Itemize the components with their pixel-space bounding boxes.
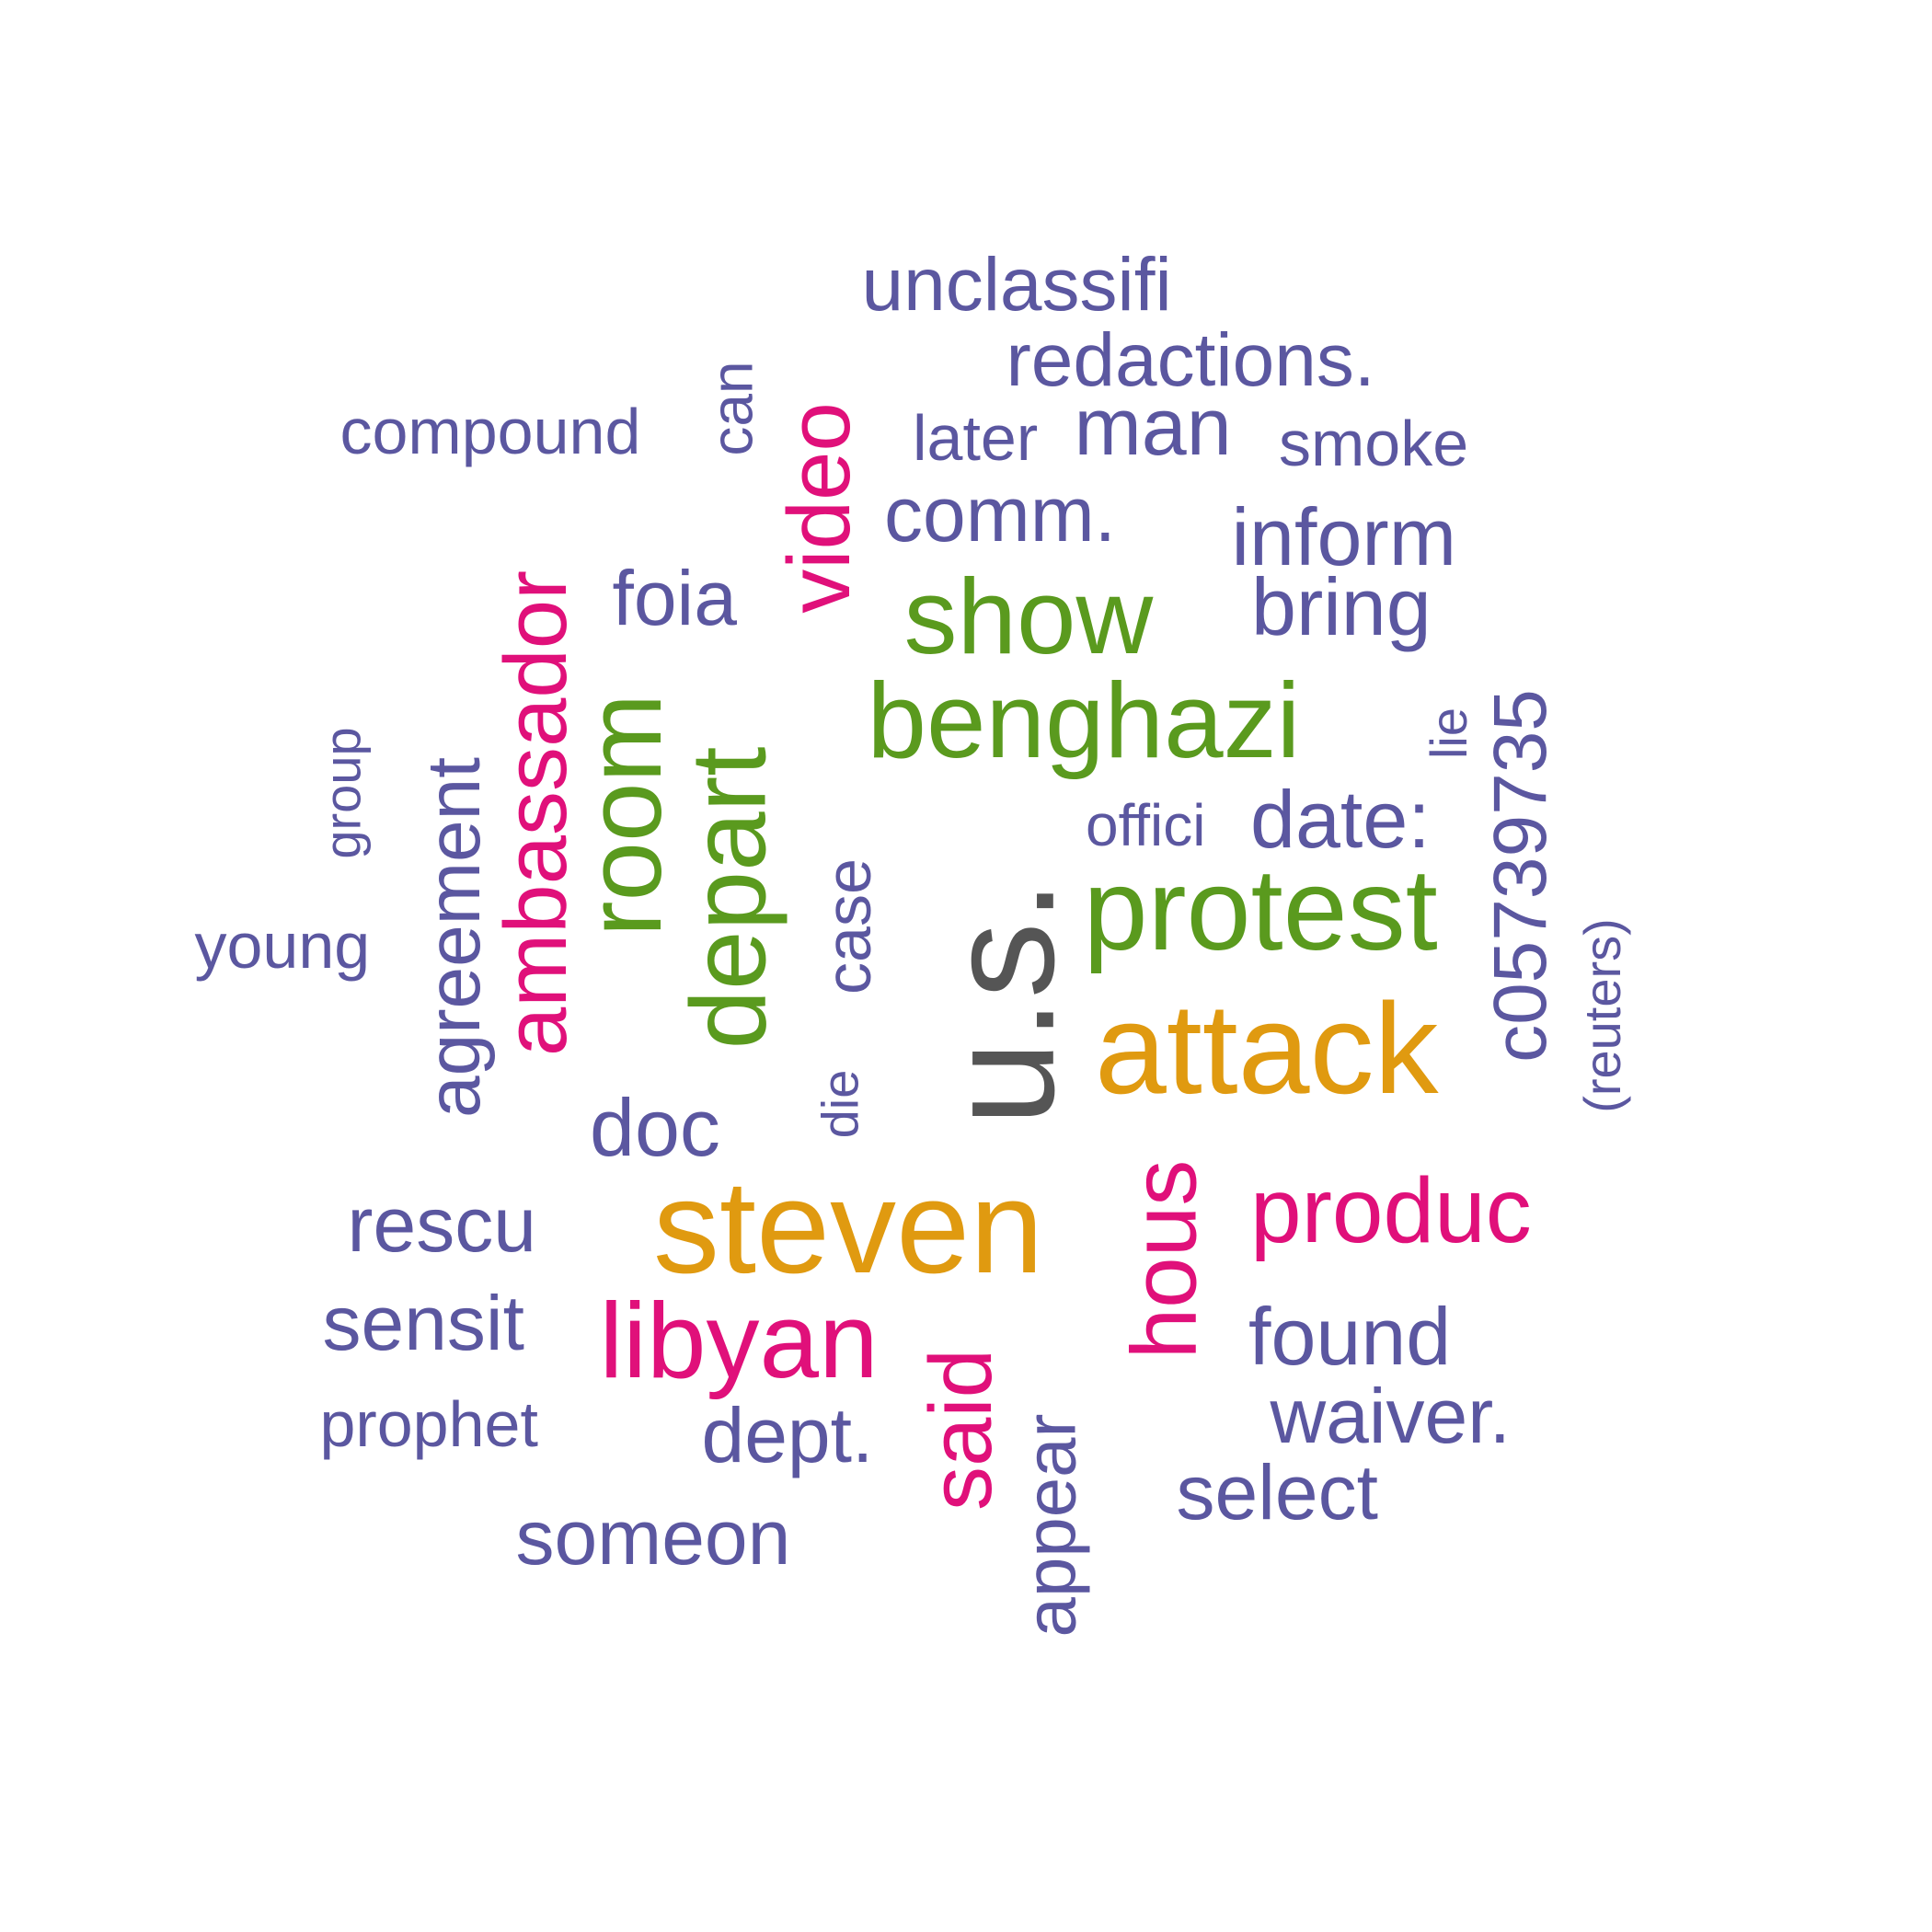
word-prophet: prophet [319,1388,538,1460]
word-u-s: u.s. [915,880,1087,1126]
word-reuters: (reuters) [1572,918,1631,1113]
word-room: room [564,693,684,937]
word-benghazi: benghazi [867,661,1301,780]
word-sensit: sensit [322,1280,524,1366]
word-said: said [912,1348,1011,1512]
word-found: found [1248,1291,1452,1382]
word-someon: someon [515,1494,791,1581]
word-select: select [1176,1449,1378,1535]
word-comm: comm. [884,471,1116,558]
word-can: can [698,361,765,456]
word-foia: foia [612,555,737,641]
word-appear: appear [1008,1413,1090,1638]
word-produc: produc [1250,1159,1532,1262]
word-inform: inform [1231,491,1457,582]
word-doc: doc [590,1082,720,1173]
word-young: young [194,910,371,982]
word-later: later [913,402,1039,474]
word-man: man [1074,381,1232,472]
word-libyan: libyan [599,1281,879,1400]
word-steven: steven [653,1153,1044,1301]
word-waiver: waiver. [1270,1373,1511,1459]
word-dept: dept. [701,1392,874,1478]
word-redactions: redactions. [1006,318,1375,402]
word-lie: lie [1420,707,1478,760]
word-show: show [903,557,1154,676]
word-group: group [313,727,372,859]
word-compound: compound [339,396,641,467]
word-unclassifi: unclassifi [861,243,1172,327]
word-offici: offici [1086,792,1206,858]
word-die: die [810,1069,868,1139]
word-attack: attack [1095,976,1439,1121]
word-hous: hous [1111,1159,1215,1360]
word-agreement: agreement [412,756,497,1119]
word-protest: protest [1083,845,1438,974]
word-bring: bring [1251,561,1432,652]
word-video: video [769,402,868,614]
word-rescu: rescu [347,1181,536,1268]
word-date: date: [1250,774,1431,865]
word-smoke: smoke [1279,408,1469,479]
word-c05739735: c05739735 [1478,689,1562,1063]
word-case: case [811,858,884,995]
word-depart: depart [667,746,788,1050]
